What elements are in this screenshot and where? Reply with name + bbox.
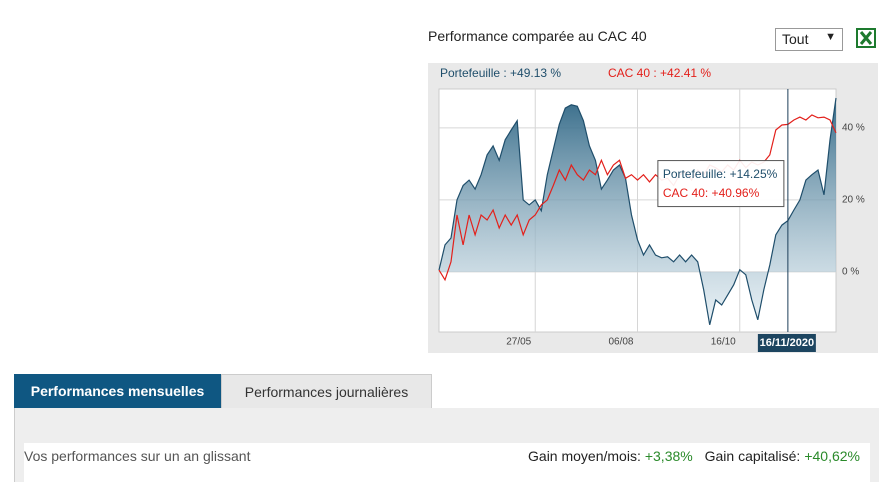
tab[interactable]: Performances journalières	[221, 374, 432, 408]
y-tick-label: 20 %	[842, 195, 865, 206]
stat-value: +3,38%	[644, 448, 693, 464]
tab-active[interactable]: Performances mensuelles	[14, 374, 221, 408]
select-value: Tout	[782, 31, 809, 47]
tooltip-box	[657, 160, 785, 208]
tooltip-line: CAC 40: +40.96%	[663, 186, 760, 200]
crosshair-badge	[757, 334, 816, 352]
x-tick-label: 16/10	[711, 337, 736, 348]
summary-strip	[24, 443, 870, 482]
chart-title: Performance comparée au CAC 40	[428, 28, 647, 44]
legend-entry: CAC 40 : +42.41 %	[608, 66, 711, 80]
summary-stats: Gain moyen/mois: +3,38% Gain capitalisé: +…	[528, 448, 860, 464]
stat-label: Gain capitalisé:	[704, 448, 801, 464]
chart: 0 % 20 % 40 % 27/05 06/08 16/10 Portefeuille :…	[428, 63, 878, 353]
crosshair-label: 16/11/2020	[760, 337, 814, 349]
excel-export[interactable]	[856, 28, 876, 48]
tooltip-line: Portefeuille: +14.25%	[663, 167, 778, 181]
y-tick-label: 0 %	[842, 267, 859, 278]
series-line	[438, 114, 837, 282]
period-select[interactable]: Tout ▼	[775, 28, 843, 51]
x-tick-label: 27/05	[506, 337, 531, 348]
select-arrow: ▼	[825, 31, 836, 43]
series-line	[438, 97, 837, 325]
series-area	[439, 98, 836, 325]
legend-entry: Portefeuille : +49.13 %	[440, 66, 561, 80]
stat-value: +40,62%	[804, 448, 860, 464]
y-tick-label: 40 %	[842, 123, 865, 134]
stat-label: Gain moyen/mois:	[528, 448, 641, 464]
x-tick-label: 06/08	[608, 337, 633, 348]
summary-title: Vos performances sur un an glissant	[24, 448, 251, 464]
